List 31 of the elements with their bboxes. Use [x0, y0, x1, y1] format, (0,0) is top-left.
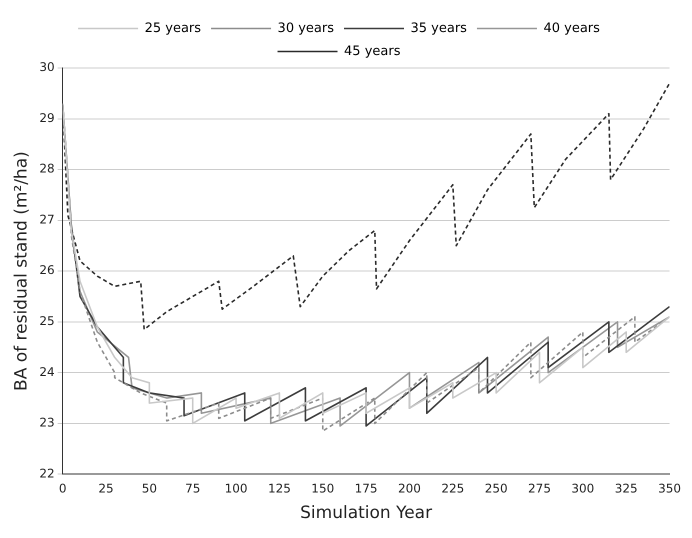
x-tick-label: 300: [571, 482, 594, 496]
y-tick-label: 30: [39, 60, 55, 74]
x-tick-label: 50: [142, 482, 158, 496]
y-tick-label: 22: [39, 466, 55, 480]
x-tick-label: 250: [484, 482, 508, 496]
y-tick-label: 23: [39, 416, 55, 430]
y-tick-label: 27: [39, 212, 55, 226]
x-tick-label: 325: [614, 482, 638, 496]
x-tick-label: 275: [528, 482, 551, 496]
y-tick-label: 24: [39, 364, 55, 379]
x-tick-label: 25: [98, 482, 114, 496]
x-tick-label: 225: [441, 482, 464, 496]
x-tick-label: 75: [185, 482, 200, 496]
y-tick-label: 25: [39, 314, 55, 328]
legend-label: 30 years: [278, 20, 334, 36]
x-tick-label: 125: [268, 482, 291, 496]
x-tick-label: 175: [354, 482, 378, 496]
y-tick-label: 26: [39, 263, 55, 278]
legend-label: 35 years: [410, 20, 468, 36]
y-tick-label: 28: [39, 162, 55, 176]
x-tick-label: 100: [224, 482, 248, 496]
legend-label: 25 years: [144, 20, 202, 36]
legend-label: 40 years: [543, 20, 600, 36]
x-tick-label: 350: [658, 482, 681, 496]
x-axis-title: Simulation Year: [300, 503, 432, 524]
legend-label: 45 years: [344, 44, 401, 59]
y-tick-label: 29: [39, 110, 55, 125]
x-tick-label: 200: [398, 482, 421, 496]
y-axis-title: BA of residual stand (m²/ha): [12, 151, 32, 391]
x-tick-label: 0: [58, 482, 66, 496]
x-tick-label: 150: [311, 482, 334, 496]
